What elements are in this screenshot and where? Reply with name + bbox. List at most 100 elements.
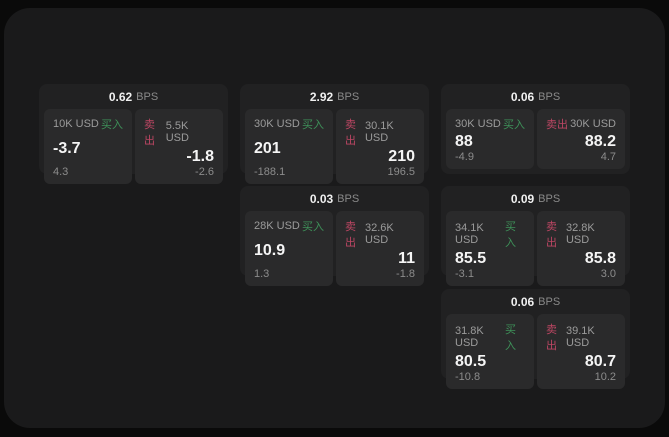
buy-delta: 4.3 [53, 165, 69, 178]
quote-card: 0.03 BPS 28K USD 买入 10.9 1.3 卖出 32.6K US… [240, 186, 429, 286]
quote-card: 0.09 BPS 34.1K USD 买入 85.5 -3.1 卖出 32.8K… [441, 186, 630, 286]
sell-quote-tile[interactable]: 卖出 30K USD 88.2 4.7 [537, 109, 625, 169]
sell-delta: 10.2 [594, 370, 616, 383]
buy-amount: 28K USD [254, 220, 300, 232]
buy-amount: 31.8K USD [455, 325, 484, 349]
sell-label: 卖出 [144, 119, 155, 147]
buy-tile-header: 31.8K USD 买入 [455, 321, 525, 353]
buy-delta: -3.1 [455, 267, 474, 280]
buy-amount: 30K USD [254, 118, 300, 130]
spread-unit-label: BPS [538, 90, 561, 103]
spread-value: 2.92 [309, 89, 334, 104]
sell-delta: 3.0 [600, 267, 616, 280]
buy-delta: 1.3 [254, 267, 270, 280]
sell-label: 卖出 [345, 221, 356, 249]
sell-delta: -1.8 [396, 267, 415, 280]
buy-tile-header: 28K USD 买入 [254, 218, 324, 234]
buy-tile-header: 30K USD 买入 [254, 116, 324, 132]
buy-delta: -4.9 [455, 151, 474, 163]
buy-amount: 10K USD [53, 118, 99, 130]
spread-header: 0.03 BPS [240, 186, 429, 211]
sell-amount: 30K USD [570, 118, 616, 130]
quotes-panel: 0.62 BPS 10K USD 买入 -3.7 4.3 卖出 5.5K USD… [4, 8, 665, 428]
spread-unit-label: BPS [538, 192, 561, 205]
buy-price: 10.9 [254, 242, 286, 259]
buy-tile-header: 30K USD 买入 [455, 116, 525, 132]
buy-label: 买入 [505, 221, 517, 249]
spread-value: 0.06 [510, 294, 535, 309]
sell-quote-tile[interactable]: 卖出 32.8K USD 85.8 3.0 [537, 211, 625, 286]
sell-quote-tile[interactable]: 卖出 32.6K USD 11 -1.8 [336, 211, 424, 286]
sell-delta: -2.6 [195, 165, 214, 178]
sell-tile-header: 卖出 39.1K USD [546, 321, 616, 353]
sell-price: -1.8 [186, 148, 214, 165]
buy-delta: -10.8 [455, 370, 481, 383]
sell-price: 80.7 [584, 353, 616, 370]
sell-label: 卖出 [546, 221, 557, 249]
buy-label: 买入 [302, 221, 324, 233]
spread-header: 0.06 BPS [441, 84, 630, 109]
sell-tile-header: 卖出 32.6K USD [345, 218, 415, 250]
buy-price: 80.5 [455, 353, 487, 370]
quote-card-body: 30K USD 买入 201 -188.1 卖出 30.1K USD 210 1… [240, 109, 429, 189]
buy-tile-header: 34.1K USD 买入 [455, 218, 525, 250]
buy-quote-tile[interactable]: 30K USD 买入 88 -4.9 [446, 109, 534, 169]
quote-card-body: 31.8K USD 买入 80.5 -10.8 卖出 39.1K USD 80.… [441, 314, 630, 394]
sell-amount: 5.5K USD [165, 120, 189, 144]
buy-amount: 34.1K USD [455, 222, 484, 246]
sell-price: 11 [398, 250, 415, 267]
buy-delta: -188.1 [254, 165, 286, 178]
sell-quote-tile[interactable]: 卖出 30.1K USD 210 196.5 [336, 109, 424, 184]
sell-label: 卖出 [546, 119, 568, 131]
buy-quote-tile[interactable]: 31.8K USD 买入 80.5 -10.8 [446, 314, 534, 389]
spread-unit-label: BPS [337, 192, 360, 205]
buy-price: 88 [455, 132, 473, 150]
sell-tile-header: 卖出 30.1K USD [345, 116, 415, 148]
spread-header: 2.92 BPS [240, 84, 429, 109]
spread-header: 0.06 BPS [441, 289, 630, 314]
spread-value: 0.06 [510, 89, 535, 104]
spread-header: 0.09 BPS [441, 186, 630, 211]
sell-label: 卖出 [546, 324, 557, 352]
quote-card: 0.62 BPS 10K USD 买入 -3.7 4.3 卖出 5.5K USD… [39, 84, 228, 184]
buy-amount: 30K USD [455, 118, 501, 130]
quote-card-body: 28K USD 买入 10.9 1.3 卖出 32.6K USD 11 -1.8 [240, 211, 429, 291]
buy-quote-tile[interactable]: 10K USD 买入 -3.7 4.3 [44, 109, 132, 184]
sell-amount: 32.8K USD [565, 222, 595, 246]
quote-card: 0.06 BPS 30K USD 买入 88 -4.9 卖出 30K USD 8… [441, 84, 630, 174]
spread-value: 0.09 [510, 191, 535, 206]
buy-price: 201 [254, 140, 281, 157]
sell-quote-tile[interactable]: 卖出 39.1K USD 80.7 10.2 [537, 314, 625, 389]
spread-header: 0.62 BPS [39, 84, 228, 109]
sell-price: 85.8 [584, 250, 616, 267]
sell-tile-header: 卖出 5.5K USD [144, 116, 214, 148]
quote-card-body: 34.1K USD 买入 85.5 -3.1 卖出 32.8K USD 85.8… [441, 211, 630, 291]
sell-label: 卖出 [345, 119, 356, 147]
sell-delta: 196.5 [387, 165, 415, 178]
buy-price: -3.7 [53, 140, 81, 157]
sell-tile-header: 卖出 30K USD [546, 116, 616, 132]
sell-amount: 39.1K USD [565, 325, 595, 349]
buy-quote-tile[interactable]: 34.1K USD 买入 85.5 -3.1 [446, 211, 534, 286]
sell-delta: 4.7 [600, 151, 616, 163]
sell-quote-tile[interactable]: 卖出 5.5K USD -1.8 -2.6 [135, 109, 223, 184]
sell-tile-header: 卖出 32.8K USD [546, 218, 616, 250]
buy-label: 买入 [101, 119, 123, 131]
sell-amount: 30.1K USD [364, 120, 394, 144]
spread-unit-label: BPS [136, 90, 159, 103]
quote-card-body: 10K USD 买入 -3.7 4.3 卖出 5.5K USD -1.8 -2.… [39, 109, 228, 189]
spread-unit-label: BPS [337, 90, 360, 103]
buy-label: 买入 [302, 119, 324, 131]
quote-card-body: 30K USD 买入 88 -4.9 卖出 30K USD 88.2 4.7 [441, 109, 630, 174]
quote-card: 0.06 BPS 31.8K USD 买入 80.5 -10.8 卖出 39.1… [441, 289, 630, 389]
spread-value: 0.03 [309, 191, 334, 206]
quote-card: 2.92 BPS 30K USD 买入 201 -188.1 卖出 30.1K … [240, 84, 429, 184]
buy-quote-tile[interactable]: 30K USD 买入 201 -188.1 [245, 109, 333, 184]
sell-price: 88.2 [584, 132, 616, 150]
buy-label: 买入 [503, 119, 525, 131]
buy-quote-tile[interactable]: 28K USD 买入 10.9 1.3 [245, 211, 333, 286]
sell-amount: 32.6K USD [364, 222, 394, 246]
sell-price: 210 [388, 148, 415, 165]
buy-label: 买入 [505, 324, 517, 352]
spread-value: 0.62 [108, 89, 133, 104]
